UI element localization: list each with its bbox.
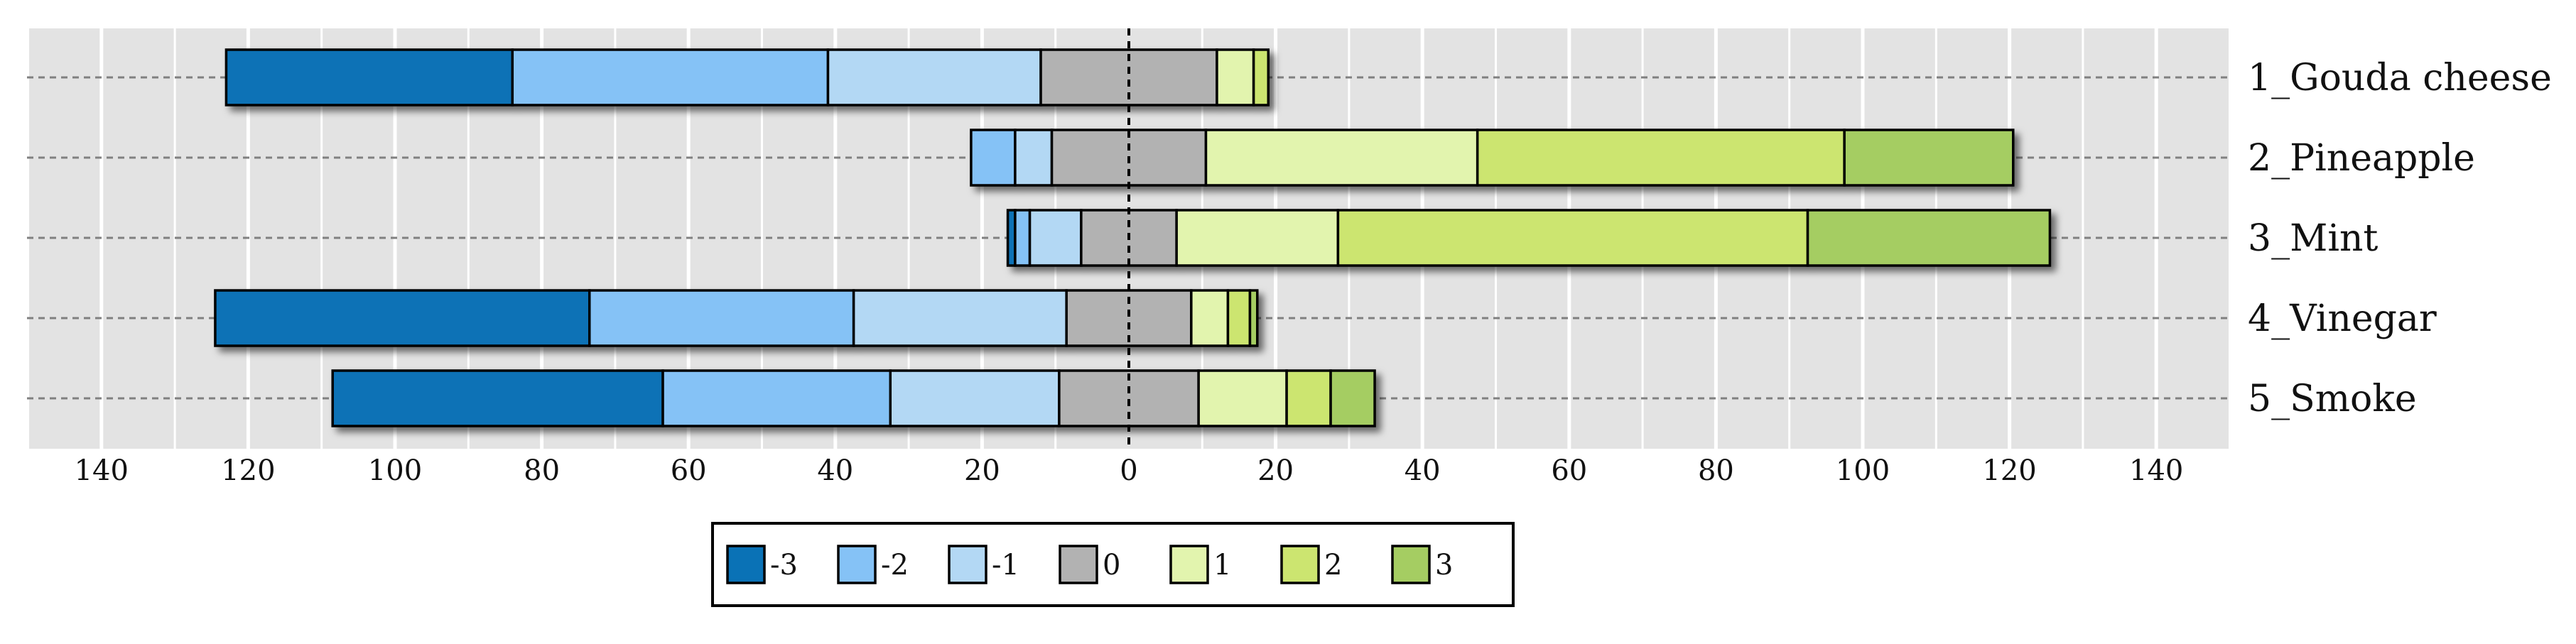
bar-segment xyxy=(1216,48,1255,107)
bar-group xyxy=(970,129,2015,187)
x-tick-label: 80 xyxy=(1698,454,1734,487)
category-label: 5_Smoke xyxy=(2248,378,2417,420)
category-label: 3_Mint xyxy=(2248,217,2378,260)
bar-segment xyxy=(970,129,1017,187)
legend-label: -3 xyxy=(770,549,798,582)
legend-label: 2 xyxy=(1324,549,1342,582)
x-tick-label: 140 xyxy=(2129,454,2183,487)
bar-segment xyxy=(852,289,1068,347)
bar-segment xyxy=(1175,209,1340,267)
bar-segment xyxy=(1014,129,1054,187)
x-tick-label: 60 xyxy=(1551,454,1587,487)
bar-segment xyxy=(1329,369,1376,427)
category-labels: 1_Gouda cheese 2_Pineapple 3_Mint 4_Vinegar… xyxy=(2248,57,2552,420)
legend-label: -1 xyxy=(992,549,1019,582)
legend-swatch xyxy=(837,545,877,584)
legend-swatch xyxy=(948,545,987,584)
legend-swatch xyxy=(1169,545,1209,584)
bar-segment xyxy=(1226,289,1252,347)
bar-group xyxy=(1006,209,2052,267)
x-tick-label: 120 xyxy=(221,454,275,487)
bar-segment xyxy=(826,48,1042,107)
legend-label: 1 xyxy=(1213,549,1231,582)
bar-segment xyxy=(1014,209,1032,267)
legend-swatch xyxy=(1059,545,1098,584)
legend: -3 -2 -1 0 1 2 3 xyxy=(711,522,1515,607)
x-tick-label: 40 xyxy=(1405,454,1441,487)
bar-segment xyxy=(1285,369,1332,427)
legend-label: 3 xyxy=(1435,549,1453,582)
bar-segment xyxy=(588,289,855,347)
bar-group xyxy=(331,369,1376,427)
bar-segment xyxy=(1843,129,2015,187)
x-tick-label: 0 xyxy=(1120,454,1137,487)
bar-segment xyxy=(331,369,664,427)
x-tick-label: 100 xyxy=(1836,454,1890,487)
bar-group xyxy=(214,289,1259,347)
bar-segment xyxy=(661,369,892,427)
x-tick-label: 20 xyxy=(964,454,1000,487)
category-label: 4_Vinegar xyxy=(2248,298,2437,340)
bar-segment xyxy=(214,289,591,347)
bar-segment xyxy=(511,48,830,107)
bar-segment xyxy=(1476,129,1846,187)
bar-segment xyxy=(1806,209,2052,267)
category-label: 1_Gouda cheese xyxy=(2248,57,2552,99)
x-tick-label: 20 xyxy=(1257,454,1294,487)
bar-segment xyxy=(1336,209,1809,267)
bar-segment xyxy=(1028,209,1083,267)
x-tick-label: 100 xyxy=(368,454,422,487)
bars xyxy=(214,48,2052,427)
legend-swatch xyxy=(1280,545,1320,584)
bar-segment xyxy=(1190,289,1230,347)
x-axis-tick-labels: 140 120 100 80 60 40 20 0 20 40 60 80 100 120 140 xyxy=(75,454,2184,487)
x-tick-label: 40 xyxy=(817,454,853,487)
x-tick-label: 80 xyxy=(524,454,560,487)
legend-label: 0 xyxy=(1103,549,1120,582)
x-tick-label: 60 xyxy=(671,454,707,487)
legend-swatch xyxy=(1391,545,1431,584)
bar-segment xyxy=(1197,369,1288,427)
x-tick-label: 140 xyxy=(75,454,129,487)
bar-segment xyxy=(1252,48,1270,107)
bar-segment xyxy=(1248,289,1259,347)
bar-segment xyxy=(224,48,514,107)
bar-segment xyxy=(889,369,1061,427)
legend-label: -2 xyxy=(881,549,909,582)
category-label: 2_Pineapple xyxy=(2248,137,2475,180)
legend-swatch xyxy=(726,545,766,584)
bar-group xyxy=(224,48,1270,107)
bar-segment xyxy=(1204,129,1479,187)
x-tick-label: 120 xyxy=(1982,454,2036,487)
